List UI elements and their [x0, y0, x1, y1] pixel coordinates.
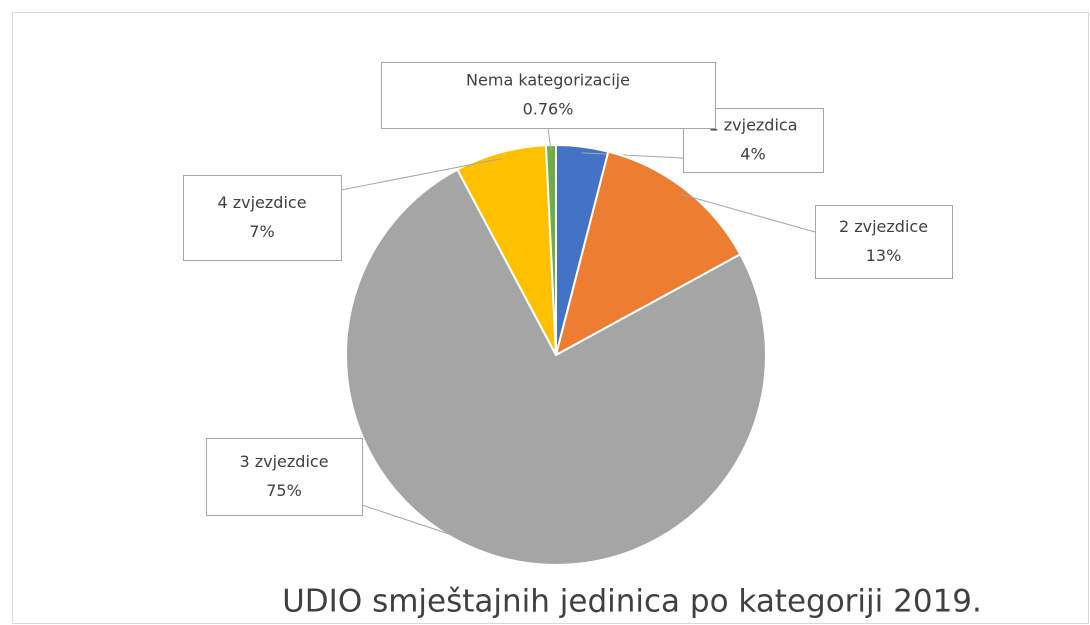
label-box: [206, 438, 363, 516]
slice-label: 1 zvjezdica: [708, 116, 797, 135]
leader-line: [361, 504, 498, 551]
label-box: [381, 62, 716, 129]
slice-label: 4 zvjezdice: [217, 193, 306, 212]
chart-title: UDIO smještajnih jedinica po kategoriji …: [282, 584, 982, 620]
pie-slice: [544, 143, 557, 356]
value-label: 4%: [740, 145, 765, 164]
slice-label: 2 zvjezdice: [839, 217, 928, 236]
leader-line: [340, 158, 503, 191]
slice-label: 3 zvjezdice: [239, 452, 328, 471]
leader-line: [680, 193, 816, 233]
pie-slice: [554, 150, 742, 357]
value-label: 75%: [266, 481, 302, 500]
pie-slice: [345, 168, 767, 566]
value-label: 7%: [249, 222, 274, 241]
label-box: [183, 175, 342, 261]
value-label: 0.76%: [523, 100, 574, 119]
leader-line: [581, 152, 684, 159]
slice-label: Nema kategorizacije: [466, 71, 630, 90]
label-box: [815, 205, 953, 279]
value-label: 13%: [866, 246, 902, 265]
leader-line: [547, 127, 552, 152]
